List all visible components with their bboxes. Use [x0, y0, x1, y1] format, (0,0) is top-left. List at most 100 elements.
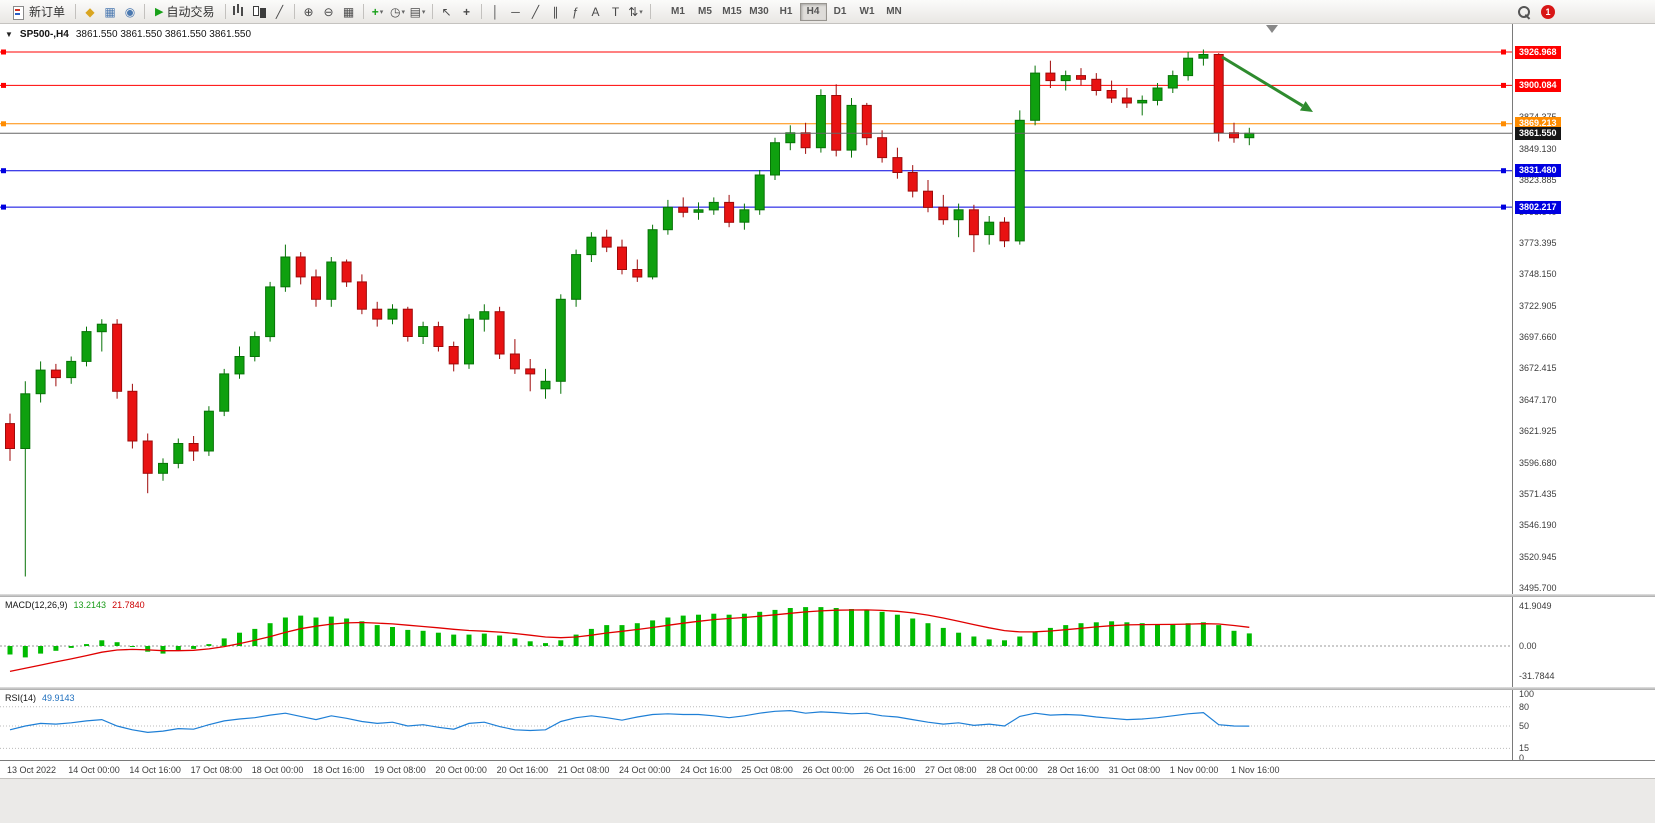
- price-grid-label: 3849.130: [1519, 143, 1557, 154]
- dropdown-caret-icon[interactable]: ▾: [379, 8, 384, 16]
- time-axis-label: 19 Oct 08:00: [374, 765, 426, 775]
- time-axis-label: 20 Oct 00:00: [435, 765, 487, 775]
- new-order-button[interactable]: 新订单: [4, 1, 71, 22]
- toolbar-separator: [362, 4, 364, 19]
- price-level-label: 3926.968: [1515, 45, 1561, 59]
- macd-scale-label: 0.00: [1519, 641, 1537, 651]
- dropdown-caret-icon[interactable]: ▾: [421, 8, 426, 16]
- horizontal-line-icon[interactable]: ─: [511, 4, 520, 19]
- price-grid-label: 3495.700: [1519, 583, 1557, 593]
- cursor-icon[interactable]: ↖: [441, 4, 452, 19]
- main-chart-canvas[interactable]: [0, 24, 1512, 594]
- time-axis-label: 28 Oct 00:00: [986, 765, 1038, 775]
- time-axis-label: 24 Oct 00:00: [619, 765, 671, 775]
- rsi-scale-label: 0: [1519, 753, 1525, 763]
- text-label-icon[interactable]: T: [611, 4, 620, 19]
- rsi-scale-label: 15: [1519, 743, 1530, 754]
- toolbar-separator: [431, 4, 433, 19]
- zoom-in-icon[interactable]: ⊕: [303, 4, 314, 19]
- time-axis-label: 1 Nov 16:00: [1231, 765, 1280, 775]
- crosshair-icon[interactable]: +: [462, 4, 470, 19]
- time-axis-label: 14 Oct 00:00: [68, 765, 120, 775]
- macd-label: MACD(12,26,9): [5, 600, 68, 610]
- price-grid-label: 3571.435: [1519, 488, 1557, 499]
- candlestick-chart-icon[interactable]: [250, 2, 270, 18]
- toolbar-separator: [480, 4, 482, 19]
- notification-badge[interactable]: 1: [1541, 4, 1555, 19]
- macd-scale-label: -31.7844: [1519, 671, 1555, 682]
- rsi-scale-label: 80: [1519, 701, 1530, 712]
- time-axis-label: 25 Oct 08:00: [741, 765, 793, 775]
- main-toolbar: 新订单 ◆ ▦ ◉ ▶ 自动交易 ╱ ⊕ ⊖ ▦ + ▾ ◷ ▾ ▤ ▾ ↖ + │ ─ ╱ ∥ ƒ A T ⇅ ▾…: [0, 0, 1655, 24]
- timeframe-m30-button[interactable]: M30: [746, 3, 773, 21]
- line-chart-icon[interactable]: ╱: [275, 4, 284, 19]
- price-grid-label: 3823.885: [1519, 175, 1557, 186]
- dropdown-caret-icon[interactable]: ▾: [401, 8, 405, 16]
- macd-main-value: 13.2143: [73, 600, 107, 610]
- chart-ohlc-values: 3861.550 3861.550 3861.550 3861.550: [75, 29, 252, 40]
- price-grid-label: 3596.680: [1519, 457, 1557, 468]
- toolbar-separator: [293, 4, 295, 19]
- price-axis[interactable]: 3874.3753849.1303823.8853798.6403773.395…: [1512, 24, 1655, 763]
- rsi-scale-label: 50: [1519, 721, 1530, 731]
- macd-scale-label: 41.9049: [1519, 601, 1552, 612]
- fibonacci-icon[interactable]: ƒ: [572, 4, 579, 19]
- timeframe-group: M1 M5 M15 M30 H1 H4 D1 W1 MN: [665, 2, 908, 21]
- arrows-icon[interactable]: ⇅ ▾: [628, 4, 643, 19]
- chart-symbol-period: SP500-,H4: [19, 29, 69, 40]
- metaeditor-icon[interactable]: ◆: [85, 4, 95, 19]
- macd-signal-value: 21.7840: [112, 600, 145, 610]
- bar-chart-icon[interactable]: [230, 2, 250, 18]
- tile-windows-icon[interactable]: ▦: [342, 4, 355, 19]
- channel-icon[interactable]: ∥: [552, 4, 559, 19]
- one-click-trading-toggle[interactable]: ▼: [5, 30, 13, 39]
- timeframe-m1-button[interactable]: M1: [665, 3, 692, 21]
- toolbar-separator: [144, 4, 146, 19]
- time-axis-label: 21 Oct 08:00: [557, 765, 610, 775]
- timeframe-h1-button[interactable]: H1: [773, 3, 800, 21]
- text-icon[interactable]: A: [591, 4, 600, 19]
- macd-indicator-header: MACD(12,26,9) 13.2143 21.7840: [5, 600, 145, 610]
- time-axis-label: 13 Oct 2022: [7, 765, 57, 775]
- rsi-indicator-header: RSI(14) 49.9143: [5, 693, 75, 703]
- timeframe-mn-button[interactable]: MN: [881, 3, 908, 21]
- timeframe-d1-button[interactable]: D1: [827, 3, 854, 21]
- time-axis[interactable]: 13 Oct 2022 14 Oct 00:00 14 Oct 16:00 17 Oc…: [0, 760, 1655, 778]
- price-grid-label: 3520.945: [1519, 551, 1557, 562]
- price-grid-label: 3773.395: [1519, 237, 1557, 248]
- price-grid-label: 3748.150: [1519, 269, 1557, 280]
- timeframe-h4-button[interactable]: H4: [799, 2, 827, 21]
- rsi-pane-canvas[interactable]: [0, 690, 1512, 760]
- search-icon[interactable]: [1515, 3, 1535, 21]
- chart-header: ▼ SP500-,H4 3861.550 3861.550 3861.550 3…: [5, 29, 251, 40]
- dropdown-caret-icon[interactable]: ▾: [639, 8, 643, 16]
- timeframe-w1-button[interactable]: W1: [854, 3, 881, 21]
- navigator-icon[interactable]: ◉: [124, 4, 136, 19]
- macd-pane-canvas[interactable]: [0, 597, 1512, 687]
- rsi-label: RSI(14): [5, 693, 37, 703]
- rsi-value: 49.9143: [42, 693, 75, 703]
- autotrading-button[interactable]: ▶ 自动交易: [149, 1, 220, 22]
- price-grid-label: 3697.660: [1519, 332, 1557, 342]
- chart-window: ▼ SP500-,H4 3861.550 3861.550 3861.550 3…: [0, 24, 1655, 823]
- pane-divider[interactable]: [0, 687, 1655, 690]
- price-grid-label: 3647.170: [1519, 394, 1557, 405]
- vertical-line-icon[interactable]: │: [491, 4, 500, 19]
- period-icon[interactable]: ◷ ▾: [390, 4, 405, 19]
- timeframe-m5-button[interactable]: M5: [692, 3, 719, 21]
- market-watch-icon[interactable]: ▦: [104, 4, 116, 19]
- price-grid-label: 3722.905: [1519, 300, 1557, 311]
- add-indicator-icon[interactable]: + ▾: [371, 4, 384, 19]
- timeframe-m15-button[interactable]: M15: [719, 3, 746, 21]
- pane-divider[interactable]: [0, 594, 1655, 597]
- trendline-icon[interactable]: ╱: [531, 4, 540, 19]
- time-axis-label: 27 Oct 08:00: [925, 765, 977, 775]
- price-level-label: 3802.217: [1515, 200, 1561, 214]
- new-order-icon: [10, 4, 26, 20]
- rsi-scale-label: 100: [1519, 689, 1535, 699]
- zoom-out-icon[interactable]: ⊖: [323, 4, 334, 19]
- price-level-label: 3900.084: [1515, 78, 1561, 92]
- time-axis-label: 14 Oct 16:00: [129, 765, 181, 775]
- template-icon[interactable]: ▤ ▾: [409, 4, 426, 19]
- status-strip: [0, 778, 1655, 823]
